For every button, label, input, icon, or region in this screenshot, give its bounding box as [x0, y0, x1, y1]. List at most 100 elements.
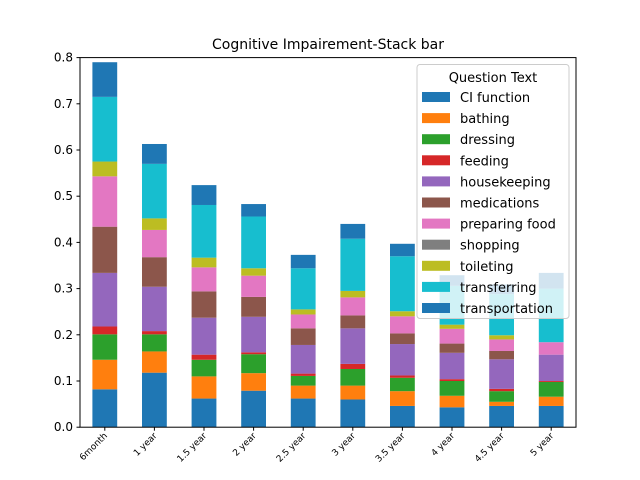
- y-tick-label: 0.7: [54, 97, 73, 111]
- bar-segment: [390, 377, 415, 392]
- bar-segment: [241, 316, 266, 353]
- bar-segment: [92, 62, 118, 97]
- bar-segment: [92, 389, 118, 428]
- bar-segment: [142, 218, 167, 230]
- legend-label: CI function: [460, 91, 530, 106]
- bar-segment: [390, 243, 415, 257]
- bar-segment: [241, 204, 266, 217]
- x-tick-label: 4.5 year: [473, 431, 507, 465]
- bar-segment: [489, 339, 514, 351]
- legend-label: transportation: [460, 302, 553, 317]
- bar-segment: [241, 390, 266, 428]
- bar-segment: [290, 373, 316, 376]
- bar-segment: [191, 354, 217, 360]
- bar-segment: [290, 268, 316, 310]
- bar-segment: [290, 254, 316, 269]
- x-tick-label: 2.5 year: [275, 431, 309, 465]
- bar-segment: [439, 352, 465, 380]
- bar-segment: [489, 335, 514, 340]
- bar-segment: [538, 396, 564, 406]
- bar-segment: [290, 375, 316, 386]
- bar-segment: [439, 395, 465, 408]
- x-tick-label: 6month: [78, 431, 110, 463]
- legend-frame: [416, 64, 570, 319]
- bar-segment: [290, 314, 316, 329]
- bar-segment: [92, 96, 118, 162]
- y-tick-label: 0.6: [54, 143, 73, 157]
- bar-segment: [489, 359, 514, 389]
- legend-swatch: [422, 197, 450, 208]
- bar-segment: [290, 385, 316, 399]
- bar-segment: [340, 399, 366, 428]
- bar-segment: [538, 381, 564, 397]
- legend-label: bathing: [460, 112, 510, 127]
- bar-segment: [538, 354, 564, 381]
- bar-segment: [489, 405, 514, 428]
- bar-segment: [340, 368, 366, 386]
- legend-swatch: [422, 281, 450, 292]
- legend-label: shopping: [460, 239, 520, 254]
- bar-segment: [142, 257, 167, 287]
- legend-swatch: [422, 113, 450, 124]
- legend-label: medications: [460, 197, 540, 212]
- bar-segment: [390, 375, 415, 378]
- legend-swatch: [422, 92, 450, 102]
- bar-segment: [191, 291, 217, 318]
- bar-segment: [92, 161, 118, 177]
- bar-segment: [241, 296, 266, 317]
- bar-segment: [390, 391, 415, 406]
- bar-segment: [142, 331, 167, 335]
- bar-segment: [191, 398, 217, 428]
- x-axis: 6month 1 year 1.5 year 2 year 2.5 year 3 year…: [78, 427, 557, 465]
- legend-swatch: [422, 134, 450, 145]
- bar-segment: [439, 328, 465, 344]
- bar-segment: [538, 342, 564, 355]
- legend-label: dressing: [460, 133, 515, 148]
- bar-segment: [92, 326, 118, 335]
- x-tick-label: 4 year: [430, 431, 458, 459]
- bar-segment: [92, 272, 118, 327]
- bar-segment: [290, 309, 316, 315]
- legend-label: housekeeping: [460, 175, 551, 190]
- bar-segment: [290, 344, 316, 374]
- bar-segment: [92, 334, 118, 360]
- y-tick-label: 0.3: [54, 282, 73, 296]
- y-tick-label: 0.2: [54, 328, 73, 342]
- bar-segment: [439, 379, 465, 381]
- x-tick-label: 3.5 year: [374, 431, 408, 465]
- legend-label: toileting: [460, 260, 513, 275]
- bar-segment: [390, 333, 415, 345]
- bar-segment: [489, 350, 514, 360]
- legend-swatch: [422, 303, 450, 313]
- bar-segment: [290, 328, 316, 345]
- bar-segment: [92, 359, 118, 390]
- bar-segment: [340, 315, 366, 329]
- bar-segment: [241, 373, 266, 391]
- bar-segment: [191, 317, 217, 355]
- bar-segment: [241, 354, 266, 374]
- bar-segment: [241, 352, 266, 355]
- legend-label: transferring: [460, 281, 537, 296]
- bar-segment: [191, 185, 217, 205]
- bar-segment: [390, 316, 415, 334]
- bar-segment: [142, 163, 167, 219]
- bar-segment: [191, 257, 217, 268]
- bar-segment: [191, 376, 217, 399]
- bar-segment: [142, 351, 167, 373]
- bar-segment: [439, 324, 465, 329]
- bar-segment: [489, 401, 514, 406]
- bar-segment: [340, 363, 366, 369]
- bar-segment: [439, 343, 465, 353]
- legend-label: preparing food: [460, 218, 556, 233]
- x-tick-label: 5 year: [529, 431, 557, 459]
- y-tick-label: 0.5: [54, 189, 73, 203]
- bar-segment: [439, 407, 465, 428]
- x-tick-label: 1 year: [132, 431, 160, 459]
- bar-segment: [340, 297, 366, 316]
- y-tick-label: 0.0: [54, 420, 73, 434]
- y-axis: 0.0 0.1 0.2 0.3 0.4 0.5 0.6 0.7 0.8: [54, 51, 80, 434]
- x-tick-label: 2 year: [231, 431, 259, 459]
- y-tick-label: 0.8: [54, 51, 73, 65]
- bar-segment: [142, 334, 167, 352]
- bar-segment: [241, 275, 266, 297]
